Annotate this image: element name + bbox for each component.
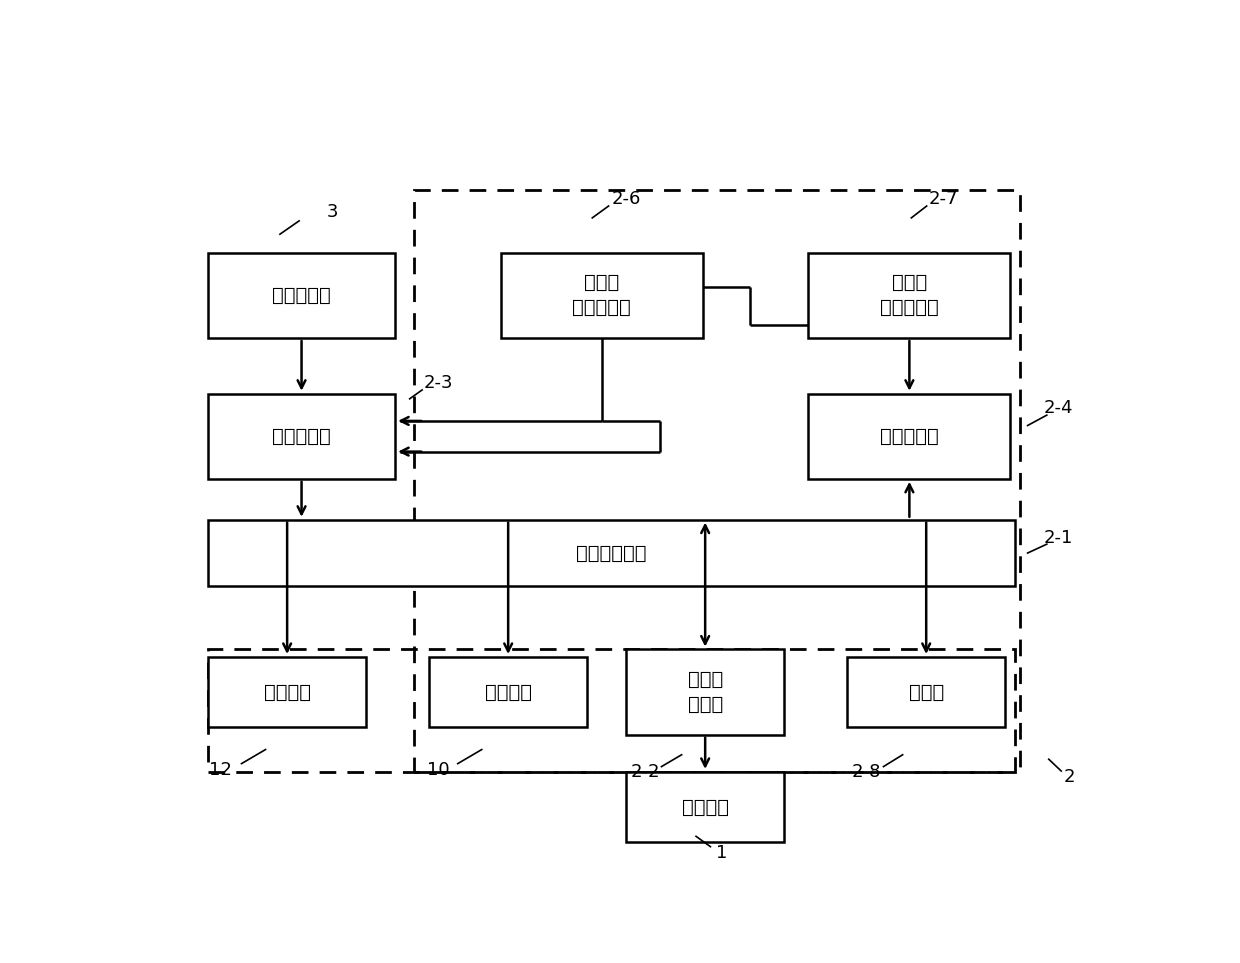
Text: 纵向滑台: 纵向滑台: [485, 683, 532, 702]
Text: 3: 3: [327, 203, 339, 221]
Bar: [208, 394, 396, 479]
Text: 压力传感器: 压力传感器: [272, 286, 331, 305]
Text: 数模转换器: 数模转换器: [880, 427, 939, 446]
Bar: [808, 252, 1011, 338]
Text: 模数转换器: 模数转换器: [272, 427, 331, 446]
Text: 2-8: 2-8: [852, 763, 880, 781]
Bar: [847, 657, 1006, 727]
Bar: [208, 252, 396, 338]
Text: 竖直滑台: 竖直滑台: [682, 797, 729, 817]
Text: 2-2: 2-2: [630, 763, 660, 781]
Text: 横向滑台: 横向滑台: [264, 683, 311, 702]
Bar: [414, 190, 1019, 771]
Text: 2-6: 2-6: [611, 190, 641, 208]
Bar: [808, 394, 1011, 479]
Bar: [208, 649, 1016, 771]
Text: 2-4: 2-4: [1044, 400, 1073, 417]
Text: 10: 10: [428, 761, 450, 778]
Text: 四线法
电压检测器: 四线法 电压检测器: [573, 273, 631, 318]
Bar: [208, 657, 367, 727]
Text: 显示器: 显示器: [909, 683, 944, 702]
Text: 2-7: 2-7: [929, 190, 957, 208]
Bar: [501, 252, 703, 338]
Bar: [429, 657, 588, 727]
Text: 四线法
电流检测器: 四线法 电流检测器: [880, 273, 939, 318]
Bar: [626, 649, 785, 735]
Bar: [208, 520, 1016, 586]
Text: 1: 1: [717, 844, 728, 862]
Bar: [626, 771, 785, 843]
Text: 2-1: 2-1: [1044, 530, 1073, 547]
Text: 12: 12: [208, 761, 232, 778]
Text: 2-3: 2-3: [424, 374, 454, 392]
Text: 2: 2: [1064, 768, 1075, 786]
Text: 单片机控制器: 单片机控制器: [577, 543, 647, 562]
Text: 可编程
控制器: 可编程 控制器: [687, 670, 723, 715]
